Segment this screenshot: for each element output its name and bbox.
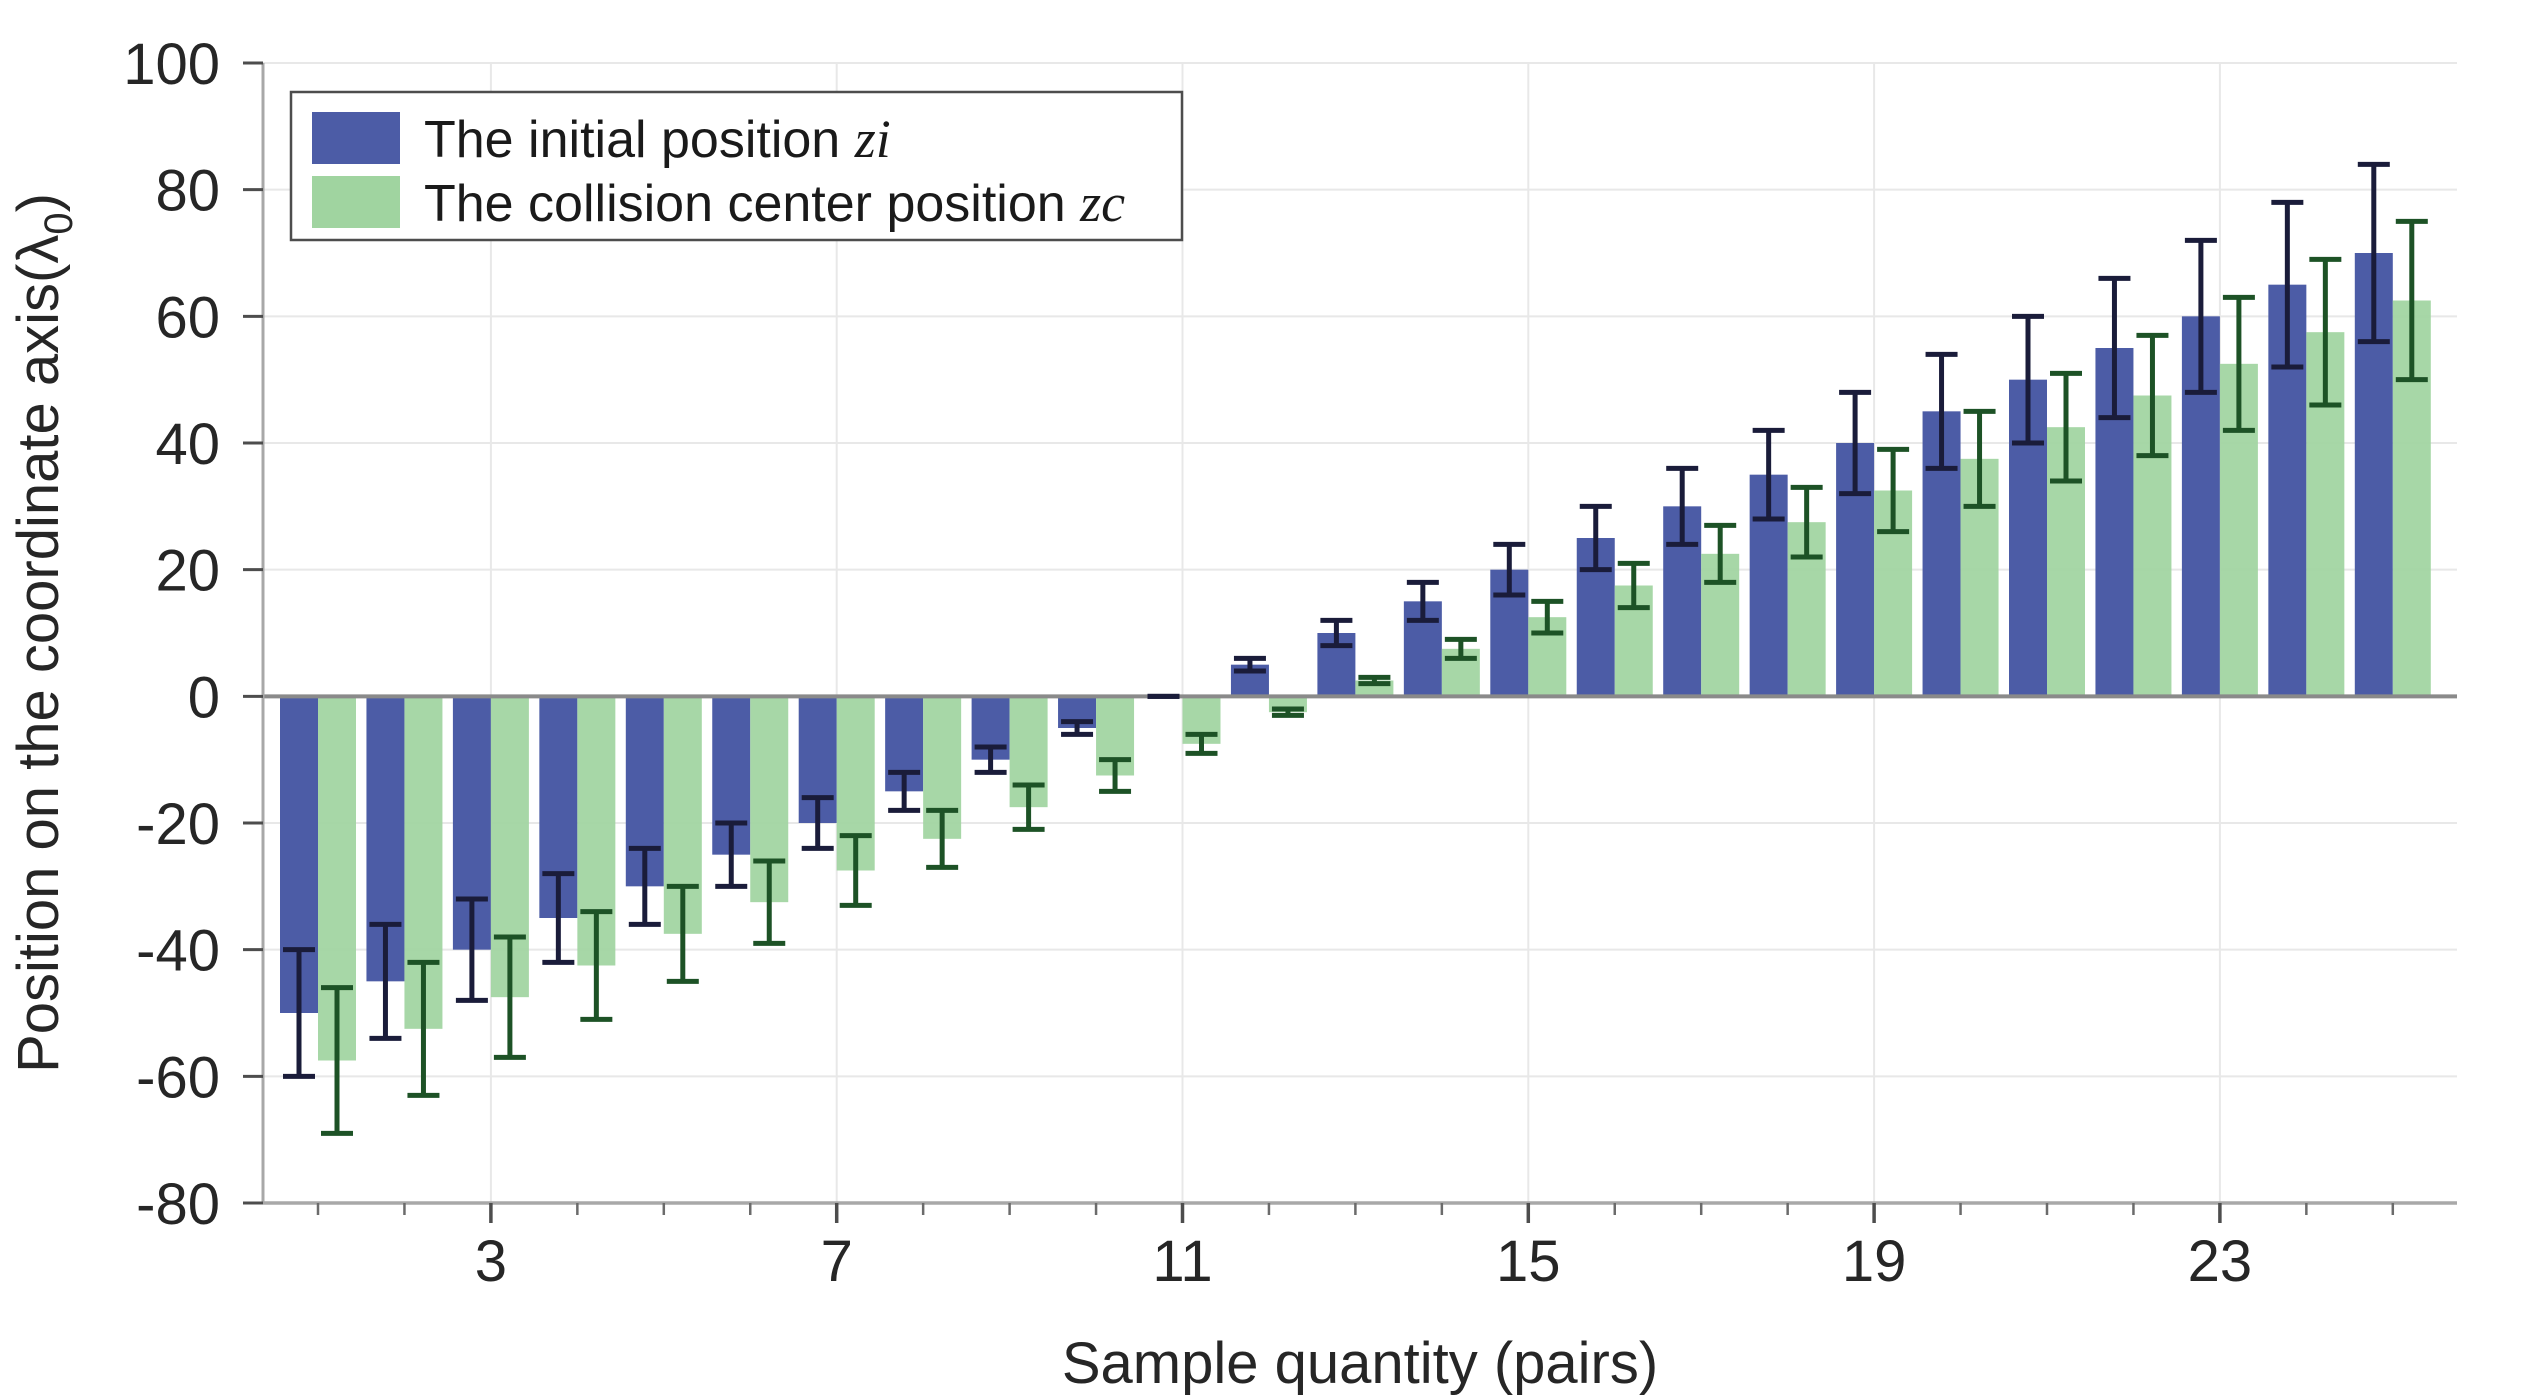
y-axis-label-close-paren: ) bbox=[6, 193, 71, 212]
legend-box bbox=[289, 90, 1184, 242]
y-tick-label--40: -40 bbox=[136, 919, 220, 984]
x-tick-label-15: 15 bbox=[1496, 1229, 1561, 1294]
y-tick-label-40: 40 bbox=[155, 412, 220, 477]
legend-swatch-initial-position bbox=[312, 112, 400, 164]
legend-label-collision-math: zc bbox=[1079, 173, 1125, 233]
y-tick-label--20: -20 bbox=[136, 792, 220, 857]
x-tick-label-3: 3 bbox=[475, 1229, 507, 1294]
legend-label-initial-math: zi bbox=[854, 109, 891, 169]
y-tick-label-0: 0 bbox=[188, 665, 220, 730]
y-tick-label-100: 100 bbox=[123, 32, 220, 97]
y-axis-label-text: Position on the coordinate axis(λ bbox=[6, 235, 71, 1073]
legend-label-collision-text: The collision center position bbox=[424, 175, 1080, 233]
y-tick-label-60: 60 bbox=[155, 285, 220, 350]
legend: The initial position zi The collision ce… bbox=[289, 90, 1184, 242]
legend-label-collision-center: The collision center position zc bbox=[424, 173, 1125, 233]
y-tick-label--80: -80 bbox=[136, 1172, 220, 1237]
legend-label-initial-text: The initial position bbox=[424, 111, 855, 169]
x-tick-label-7: 7 bbox=[821, 1229, 853, 1294]
y-tick-label-20: 20 bbox=[155, 539, 220, 604]
error-bars-layer bbox=[283, 161, 2428, 1136]
x-tick-label-11: 11 bbox=[1152, 1229, 1212, 1294]
y-axis-label-subscript: 0 bbox=[37, 212, 81, 234]
axes-layer bbox=[261, 63, 2457, 1205]
y-tick-label--60: -60 bbox=[136, 1045, 220, 1110]
x-axis-label: Sample quantity (pairs) bbox=[1062, 1331, 1658, 1396]
y-axis-label: Position on the coordinate axis(λ0) bbox=[6, 193, 81, 1073]
legend-label-initial-position: The initial position zi bbox=[424, 109, 891, 169]
x-tick-label-19: 19 bbox=[1842, 1229, 1907, 1294]
tick-labels-layer: -80 -60 -40 -20 0 20 40 60 80 100 3 7 11 15 19 23 bbox=[123, 32, 2252, 1294]
tick-marks-layer bbox=[243, 61, 2395, 1223]
legend-swatch-collision-center bbox=[312, 176, 400, 228]
bars-layer bbox=[280, 253, 2431, 1061]
x-tick-label-23: 23 bbox=[2188, 1229, 2253, 1294]
y-tick-label-80: 80 bbox=[155, 159, 220, 224]
